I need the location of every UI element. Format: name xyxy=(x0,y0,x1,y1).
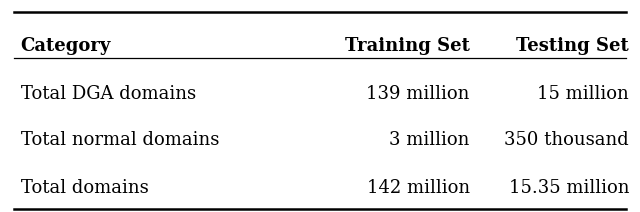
Text: Category: Category xyxy=(20,37,111,55)
Text: 3 million: 3 million xyxy=(389,131,470,149)
Text: 139 million: 139 million xyxy=(366,85,470,103)
Text: Total domains: Total domains xyxy=(20,179,148,197)
Text: 15 million: 15 million xyxy=(538,85,629,103)
Text: 15.35 million: 15.35 million xyxy=(509,179,629,197)
Text: 142 million: 142 million xyxy=(367,179,470,197)
Text: Testing Set: Testing Set xyxy=(516,37,629,55)
Text: 350 thousand: 350 thousand xyxy=(504,131,629,149)
Text: Training Set: Training Set xyxy=(345,37,470,55)
Text: Total DGA domains: Total DGA domains xyxy=(20,85,196,103)
Text: Total normal domains: Total normal domains xyxy=(20,131,219,149)
